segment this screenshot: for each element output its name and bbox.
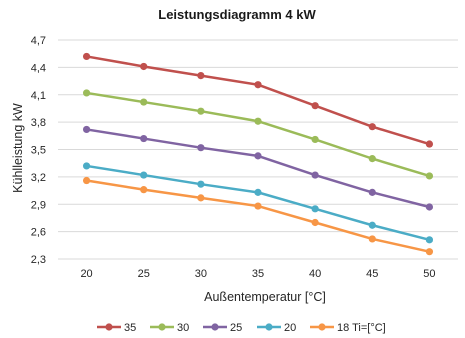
- y-tick-label: 4,7: [31, 35, 46, 47]
- chart-title: Leistungsdiagramm 4 kW: [158, 7, 316, 22]
- legend-item: 35: [97, 322, 136, 334]
- x-tick-label: 25: [138, 268, 150, 280]
- data-point: [197, 144, 205, 152]
- series-4: [82, 176, 434, 256]
- data-point: [311, 171, 319, 179]
- y-axis-ticks: 2,3 2,6 2,9 3,2 3,5 3,8 4,1 4,4 4,7: [31, 35, 46, 266]
- data-point: [140, 62, 148, 71]
- legend-item: 30: [150, 322, 189, 334]
- legend-swatch-marker: [105, 323, 113, 331]
- data-point: [425, 248, 434, 256]
- legend-label: 35: [124, 322, 136, 334]
- legend-swatch-marker: [318, 323, 326, 331]
- data-point: [425, 140, 434, 148]
- legend-item: 25: [203, 322, 242, 334]
- data-point: [197, 107, 205, 115]
- data-point: [254, 152, 262, 160]
- x-tick-label: 45: [366, 268, 378, 280]
- y-tick-label: 2,3: [31, 254, 46, 266]
- legend-label: 20: [284, 322, 296, 334]
- data-point: [82, 162, 91, 170]
- grid: [58, 39, 458, 260]
- data-point: [82, 89, 91, 97]
- y-tick-label: 3,5: [31, 145, 46, 157]
- data-point: [140, 171, 148, 179]
- data-point: [368, 235, 376, 243]
- data-point: [140, 98, 148, 106]
- data-point: [82, 125, 91, 134]
- series-0: [82, 52, 434, 148]
- data-point: [140, 186, 148, 194]
- y-tick-label: 3,8: [31, 117, 46, 129]
- data-point: [425, 236, 434, 244]
- series-line: [86, 91, 430, 178]
- legend-swatch-marker: [265, 323, 273, 331]
- y-tick-label: 4,4: [31, 62, 46, 74]
- y-tick-label: 2,9: [31, 199, 46, 211]
- data-point: [368, 123, 376, 131]
- series-3: [82, 162, 434, 244]
- legend: 35 30 25 20 18 Ti=[°C]: [97, 322, 386, 334]
- data-point: [368, 188, 376, 196]
- data-point: [140, 134, 148, 143]
- x-tick-label: 35: [252, 268, 264, 280]
- legend-label: 30: [177, 322, 189, 334]
- y-tick-label: 3,2: [31, 172, 46, 184]
- data-point: [197, 180, 205, 188]
- data-point: [197, 194, 205, 202]
- data-point: [254, 117, 262, 125]
- legend-swatch-marker: [211, 323, 219, 331]
- x-axis-ticks: 20 25 30 35 40 45 50: [80, 268, 435, 280]
- data-point: [311, 135, 319, 144]
- data-point: [425, 203, 434, 211]
- data-point: [311, 205, 319, 213]
- series-layer: [82, 52, 434, 256]
- legend-item: 18 Ti=[°C]: [310, 322, 386, 334]
- legend-label: 18 Ti=[°C]: [337, 322, 386, 334]
- x-tick-label: 20: [80, 268, 92, 280]
- x-tick-label: 40: [309, 268, 321, 280]
- data-point: [368, 155, 376, 163]
- data-point: [311, 102, 319, 110]
- y-axis-label: Kühlleistung kW: [11, 103, 25, 193]
- data-point: [254, 188, 262, 196]
- y-tick-label: 4,1: [31, 90, 46, 102]
- x-axis-label: Außentemperatur [°C]: [204, 290, 326, 304]
- data-point: [368, 221, 376, 229]
- data-point: [254, 81, 262, 89]
- series-1: [82, 89, 434, 180]
- x-tick-label: 30: [195, 268, 207, 280]
- data-point: [425, 172, 434, 180]
- legend-item: 20: [257, 322, 296, 334]
- data-point: [197, 71, 205, 80]
- legend-swatch-marker: [158, 323, 166, 331]
- series-2: [82, 125, 434, 211]
- data-point: [254, 202, 262, 210]
- legend-label: 25: [230, 322, 242, 334]
- data-point: [311, 218, 319, 227]
- x-tick-label: 50: [423, 268, 435, 280]
- y-tick-label: 2,6: [31, 227, 46, 239]
- data-point: [82, 52, 91, 61]
- data-point: [82, 176, 91, 185]
